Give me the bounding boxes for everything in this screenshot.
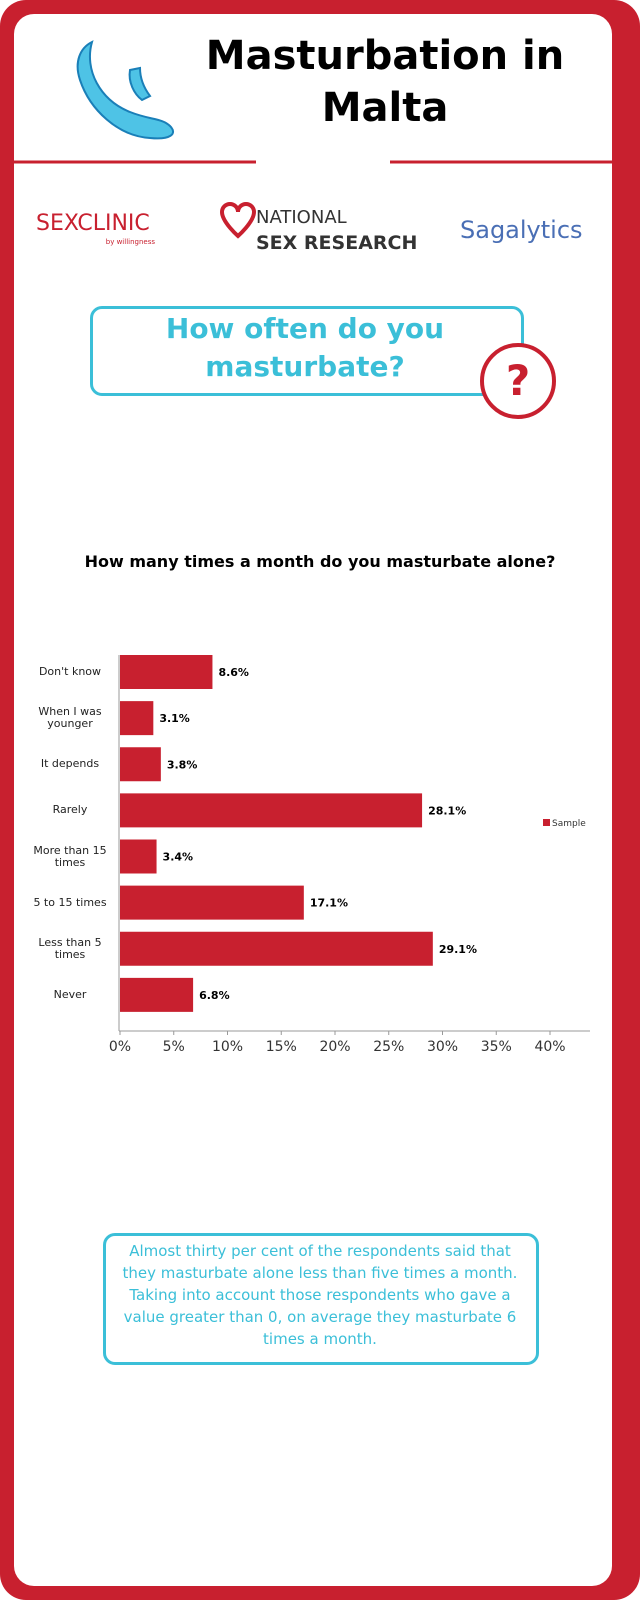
y-tick-label: More than 15 times (33, 843, 107, 869)
x-tick-label: 15% (266, 1039, 297, 1055)
logo-sexclinic: SEXCLINIC (36, 211, 150, 236)
bar (120, 885, 304, 920)
bar (120, 977, 194, 1012)
x-tick-label: 40% (534, 1039, 565, 1055)
bar (120, 747, 161, 782)
bar (120, 839, 157, 874)
y-tick-label: When I was younger (38, 705, 102, 731)
summary-box (103, 1233, 539, 1365)
x-tick-label: 30% (427, 1039, 458, 1055)
bar (120, 793, 423, 828)
value-label: 29.1% (439, 943, 477, 956)
y-tick-label: 5 to 15 times (33, 895, 107, 909)
title: Masturbation in Malta (205, 33, 565, 131)
y-tick-label: Don't know (38, 665, 102, 678)
logo-sexclinic-by: by willingness (106, 238, 156, 246)
value-label: 3.8% (167, 758, 198, 771)
x-tick-label: 35% (481, 1039, 512, 1055)
value-label: 6.8% (199, 989, 230, 1002)
x-tick-label: 5% (163, 1039, 185, 1055)
summary: Almost thirty per cent of the respondent… (122, 1242, 518, 1348)
x-tick-label: 20% (319, 1039, 350, 1055)
bar (120, 931, 433, 966)
y-tick-label: Less than 5 times (38, 935, 102, 961)
logo-nsr-top: NATIONAL (256, 207, 347, 228)
y-tick-label: It depends (40, 757, 100, 771)
logo-nsr-bottom: SEX RESEARCH (256, 232, 417, 254)
value-label: 3.4% (163, 851, 194, 864)
header-icon (76, 40, 175, 140)
x-tick-label: 10% (212, 1039, 243, 1055)
x-tick-label: 0% (109, 1039, 131, 1055)
question: How often do you masturbate? (165, 312, 445, 383)
logo-sagalytics: Sagalytics (460, 216, 583, 244)
bar (120, 655, 213, 689)
legend-swatch (543, 819, 550, 826)
logo-heart (219, 202, 257, 239)
value-label: 3.1% (159, 712, 190, 725)
bar (120, 701, 154, 736)
question-icon: ? (480, 343, 556, 419)
legend-label: Sample (552, 819, 586, 829)
x-tick-label: 25% (373, 1039, 404, 1055)
value-label: 28.1% (428, 804, 466, 817)
chart-title: How many times a month do you masturbate… (84, 552, 556, 571)
y-tick-label: Rarely (52, 803, 88, 817)
y-tick-label: Never (53, 987, 87, 1001)
value-label: 17.1% (310, 897, 348, 910)
value-label: 8.6% (218, 666, 249, 679)
